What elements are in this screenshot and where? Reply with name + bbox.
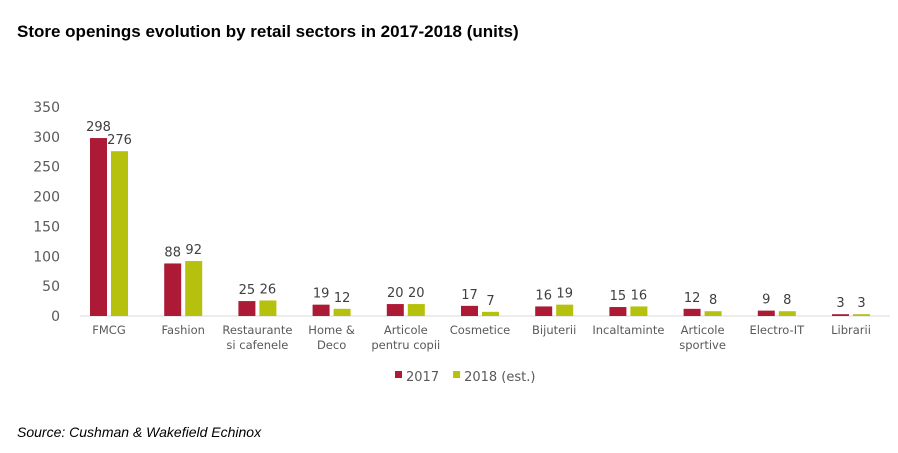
x-tick-label: FMCG xyxy=(92,323,125,337)
bar xyxy=(461,305,478,316)
data-label: 8 xyxy=(709,293,717,308)
x-tick-label: Home & xyxy=(308,323,355,337)
bar xyxy=(630,306,648,316)
data-label: 25 xyxy=(239,283,256,298)
y-tick-label: 0 xyxy=(51,309,60,325)
x-tick-label: Articole xyxy=(384,323,428,337)
bar xyxy=(259,300,277,316)
chart-title: Store openings evolution by retail secto… xyxy=(17,22,519,41)
x-tick-label: Fashion xyxy=(161,323,204,337)
data-label: 26 xyxy=(260,282,277,297)
data-label: 20 xyxy=(387,286,404,301)
y-tick-label: 200 xyxy=(33,190,60,206)
data-label: 3 xyxy=(836,296,844,311)
x-tick-label: Electro-IT xyxy=(749,323,805,337)
bar xyxy=(312,304,330,316)
data-label: 16 xyxy=(631,288,648,303)
x-tick-label: sportive xyxy=(679,338,726,352)
bar xyxy=(556,304,574,316)
bar xyxy=(333,308,351,316)
data-label: 9 xyxy=(762,293,770,308)
data-label: 16 xyxy=(535,288,552,303)
data-label: 12 xyxy=(334,291,351,306)
bar xyxy=(704,311,722,316)
bars xyxy=(90,138,870,316)
y-tick-label: 300 xyxy=(33,130,60,146)
bar xyxy=(386,304,404,316)
data-label: 276 xyxy=(107,133,132,148)
data-label: 88 xyxy=(164,245,181,260)
y-axis: 0 50 100 150 200 250 300 350 xyxy=(33,100,60,325)
data-label: 19 xyxy=(556,287,573,302)
bar xyxy=(853,314,870,316)
legend-label: 2018 (est.) xyxy=(464,370,535,385)
x-tick-label: Cosmetice xyxy=(450,323,510,337)
bar xyxy=(111,151,128,316)
data-label: 7 xyxy=(486,294,494,309)
x-tick-label: Articole xyxy=(681,323,725,337)
legend-swatch xyxy=(395,371,402,378)
x-tick-label: Librarii xyxy=(831,323,871,337)
x-tick-label: Restaurante xyxy=(222,323,292,337)
x-tick-label: pentru copii xyxy=(371,338,440,352)
x-tick-label: Deco xyxy=(317,338,346,352)
y-tick-label: 350 xyxy=(33,100,60,116)
y-tick-label: 150 xyxy=(33,219,60,235)
data-label: 8 xyxy=(783,293,791,308)
bar xyxy=(832,314,849,316)
x-tick-label: Bijuterii xyxy=(532,323,576,337)
bar xyxy=(535,306,553,316)
legend: 2017 2018 (est.) xyxy=(395,370,535,385)
bar xyxy=(482,311,499,316)
legend-swatch xyxy=(453,371,461,378)
y-tick-label: 50 xyxy=(42,279,60,295)
bar xyxy=(778,311,796,316)
bar xyxy=(238,301,256,316)
x-tick-label: Incaltaminte xyxy=(592,323,664,337)
legend-label: 2017 xyxy=(406,370,439,385)
data-label: 17 xyxy=(461,288,478,303)
data-label: 20 xyxy=(408,286,425,301)
bar xyxy=(407,304,425,316)
data-label: 92 xyxy=(185,243,202,258)
bar xyxy=(683,308,701,316)
bar xyxy=(90,138,107,316)
y-tick-label: 100 xyxy=(33,249,60,265)
bar xyxy=(609,307,627,316)
data-label: 298 xyxy=(86,120,111,135)
data-label: 3 xyxy=(857,296,865,311)
data-label: 12 xyxy=(684,291,701,306)
bar xyxy=(757,310,775,316)
data-label: 15 xyxy=(610,289,627,304)
source-note: Source: Cushman & Wakefield Echinox xyxy=(17,424,262,440)
bar xyxy=(185,261,203,316)
bar xyxy=(164,263,182,316)
y-tick-label: 250 xyxy=(33,160,60,176)
x-tick-label: si cafenele xyxy=(226,338,288,352)
data-label: 19 xyxy=(313,287,330,302)
